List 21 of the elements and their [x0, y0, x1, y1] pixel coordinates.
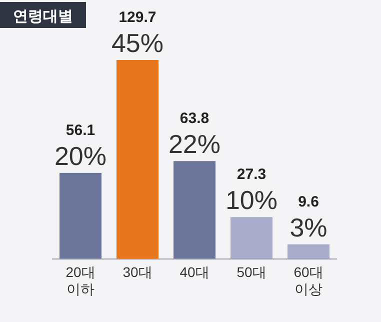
bar	[60, 172, 102, 259]
x-tick-label: 40대	[180, 264, 210, 280]
data-label: 56.1	[66, 122, 96, 139]
annotation: 10%	[225, 185, 278, 216]
data-label: 129.7	[118, 9, 156, 26]
x-tick-label: 60대 이상	[294, 264, 324, 297]
x-tick-label: 20대 이하	[66, 264, 96, 297]
data-label: 9.6	[298, 193, 319, 210]
chart-title: 연령대별	[13, 8, 73, 25]
annotation: 3%	[290, 212, 328, 242]
data-label: 63.8	[180, 110, 210, 128]
data-label: 27.3	[236, 166, 266, 184]
bar	[174, 161, 216, 259]
annotation: 20%	[54, 140, 107, 171]
annotation: 22%	[168, 129, 221, 160]
bar	[116, 60, 158, 259]
bar	[288, 244, 330, 259]
x-tick-label: 50대	[236, 264, 266, 280]
annotation: 45%	[111, 28, 164, 58]
x-tick-label: 30대	[122, 264, 152, 280]
bar	[230, 217, 272, 259]
